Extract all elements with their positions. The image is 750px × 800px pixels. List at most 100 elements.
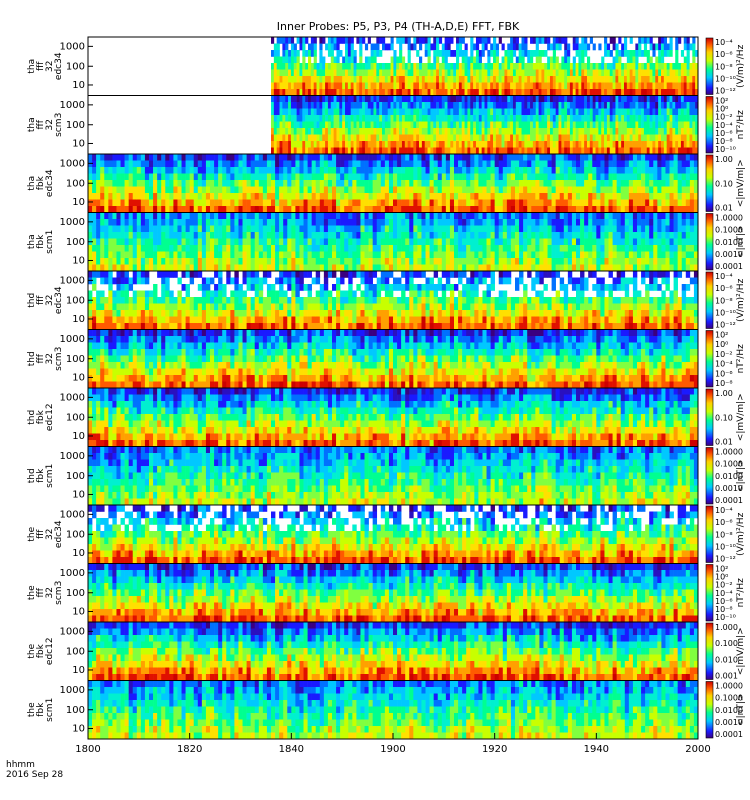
y-tick-label: 1000 — [60, 217, 85, 228]
colorbar-tick-label: 0.0001 — [715, 262, 743, 271]
y-tick-label: 10 — [72, 723, 85, 734]
y-tick-label: 1000 — [60, 41, 85, 52]
panel-label-line: the — [27, 526, 37, 541]
colorbar-tick-label: 10⁻⁴ — [715, 589, 733, 598]
colorbar-tick-label: 10⁻¹⁰ — [715, 74, 736, 83]
colorbar — [705, 388, 714, 446]
y-tick-label: 100 — [66, 705, 85, 716]
colorbar-tick-label: 10⁻¹⁰ — [715, 145, 736, 154]
colorbar-tick-label: 10⁻⁶ — [715, 518, 733, 527]
colorbar-label: (V/m)²/Hz — [736, 512, 746, 555]
panel-label-line: scm1 — [45, 230, 55, 254]
y-tick-label: 100 — [66, 412, 85, 423]
panel-label-line: fff — [36, 295, 46, 305]
panel-label-line: fbk — [36, 409, 46, 424]
panel-label-line: the — [27, 702, 37, 717]
colorbar-tick-label: 0.10 — [715, 179, 733, 188]
colorbar — [705, 213, 714, 271]
colorbar-tick-label: 0.0001 — [715, 730, 743, 739]
colorbar-tick-label: 10⁻² — [715, 581, 733, 590]
panel-7: 10 100 1000 thd fbk edc12 1.00 0.10 0.01<|mV/m|> — [27, 387, 746, 447]
colorbar-tick-label: 10⁰ — [715, 340, 728, 349]
colorbar-tick-label: 10⁻⁴ — [715, 38, 733, 47]
x-tick-label: 1800 — [75, 744, 100, 755]
colorbar-label: <|mV/m|> — [736, 393, 746, 441]
panel-label-line: thd — [27, 410, 37, 425]
panel-label-line: fff — [36, 353, 46, 363]
panel-label-line: the — [27, 643, 37, 658]
colorbar-tick-label: 0.0001 — [715, 496, 743, 505]
panel-label-line: tha — [27, 117, 37, 132]
colorbar-label: <|nT|> — [736, 226, 746, 258]
panel-label-line: tha — [27, 59, 37, 74]
y-tick-label: 1000 — [60, 685, 85, 696]
colorbar-tick-label: 0.0100 — [715, 706, 743, 715]
colorbar-tick-label: 10⁻² — [715, 350, 733, 359]
colorbar-tick-label: 0.0100 — [715, 472, 743, 481]
panel-label-line: tha — [27, 176, 37, 191]
y-tick-label: 100 — [66, 120, 85, 131]
panel-6: 10 100 1000 thd fff 32 scm3 10²10⁰10⁻²10⁻⁴10⁻⁶1… — [27, 329, 746, 389]
colorbar-tick-label: 10⁻⁸ — [715, 137, 733, 146]
panel-label-line: fff — [36, 119, 46, 129]
colorbar — [705, 681, 714, 739]
panel-label-line: 32 — [45, 587, 55, 598]
colorbar — [705, 564, 714, 622]
colorbar-tick-label: 10⁻¹² — [715, 87, 736, 96]
colorbar-tick-label: 0.1000 — [715, 226, 743, 235]
y-tick-label: 10 — [72, 80, 85, 91]
panel-11: 10 100 1000 the fbk edc12 1.000 0.100 0.010 0.001… — [27, 621, 746, 681]
colorbar-tick-label: 10⁻⁴ — [715, 360, 733, 369]
y-tick-label: 100 — [66, 529, 85, 540]
colorbar-tick-label: 0.1000 — [715, 694, 743, 703]
panel-label-line: edc34 — [54, 52, 64, 80]
colorbar-tick-label: 10⁻⁸ — [715, 296, 733, 305]
colorbar-tick-label: 10⁻⁶ — [715, 597, 733, 606]
x-tick-label: 1920 — [482, 744, 507, 755]
panel-label-line: edc34 — [54, 286, 64, 314]
x-tick-label: 1940 — [584, 744, 609, 755]
colorbar-tick-label: 10⁻¹² — [715, 555, 736, 564]
colorbar-tick-label: 10⁻¹⁰ — [715, 542, 736, 551]
colorbar-tick-label: 10⁻⁸ — [715, 379, 733, 388]
colorbar-label: nT²/Hz — [736, 344, 746, 374]
y-tick-label: 100 — [66, 646, 85, 657]
colorbar-label: (V/m)²/Hz — [736, 278, 746, 321]
colorbar-tick-label: 10⁻⁴ — [715, 272, 733, 281]
colorbar-tick-label: 10⁻¹⁰ — [715, 308, 736, 317]
colorbar-tick-label: 10⁰ — [715, 105, 728, 114]
panel-5: 10 100 1000 thd fff 32 edc34 10⁻⁴ 10⁻⁶ 10⁻⁸ 10⁻¹⁰ 1… — [27, 270, 746, 330]
y-tick-label: 100 — [66, 354, 85, 365]
y-tick-label: 100 — [66, 295, 85, 306]
y-tick-label: 1000 — [60, 275, 85, 286]
y-tick-label: 10 — [72, 489, 85, 500]
y-tick-label: 1000 — [60, 334, 85, 345]
colorbar-tick-label: 10⁻⁶ — [715, 284, 733, 293]
panel-label-line: 32 — [45, 353, 55, 364]
colorbar-tick-label: 10⁻⁶ — [715, 369, 733, 378]
y-tick-label: 1000 — [60, 626, 85, 637]
colorbar-label: <|mV/m|> — [736, 627, 746, 675]
panel-label-line: thd — [27, 293, 37, 308]
colorbar-label: <|nT|> — [736, 460, 746, 492]
panel-4: 10 100 1000 tha fbk scm1 1.0000 0.1000 0.0100 0.0… — [27, 212, 746, 272]
y-tick-label: 10 — [72, 255, 85, 266]
y-tick-label: 100 — [66, 237, 85, 248]
panel-label-line: 32 — [45, 61, 55, 72]
panel-label-line: fbk — [36, 234, 46, 249]
panel-label-line: scm3 — [54, 347, 64, 371]
colorbar — [705, 505, 714, 563]
y-tick-label: 100 — [66, 588, 85, 599]
panel-3: 10 100 1000 tha fbk edc34 1.00 0.10 0.01<|mV/m|> — [27, 153, 746, 213]
panel-label-line: edc12 — [45, 637, 55, 665]
panel-label-line: fbk — [36, 643, 46, 658]
panel-label-line: 32 — [45, 529, 55, 540]
y-tick-label: 1000 — [60, 451, 85, 462]
colorbar-tick-label: 0.100 — [715, 639, 738, 648]
y-tick-label: 100 — [66, 61, 85, 72]
y-tick-label: 1000 — [60, 158, 85, 169]
colorbar-label: nT²/Hz — [736, 110, 746, 140]
colorbar-tick-label: 10⁻¹⁰ — [715, 613, 736, 622]
